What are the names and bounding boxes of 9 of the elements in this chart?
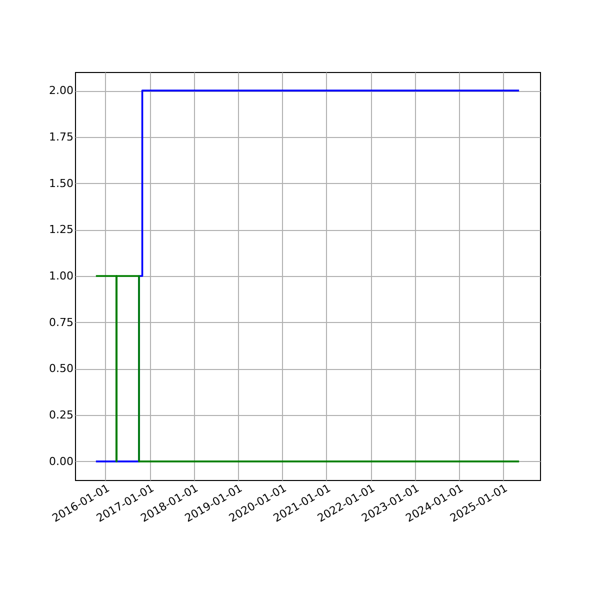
y-tick-label: 1.75 [49,130,74,144]
y-tick-label: 2.00 [49,84,74,98]
y-tick-label: 0.25 [49,408,74,422]
y-tick-label: 1.25 [49,223,74,236]
y-tick-label: 1.50 [49,176,74,190]
y-tick-label: 0.75 [49,316,74,329]
y-tick-label: 1.00 [49,270,74,282]
y-tick-label: 0.00 [49,454,74,468]
y-tick-label: 0.50 [49,362,74,376]
